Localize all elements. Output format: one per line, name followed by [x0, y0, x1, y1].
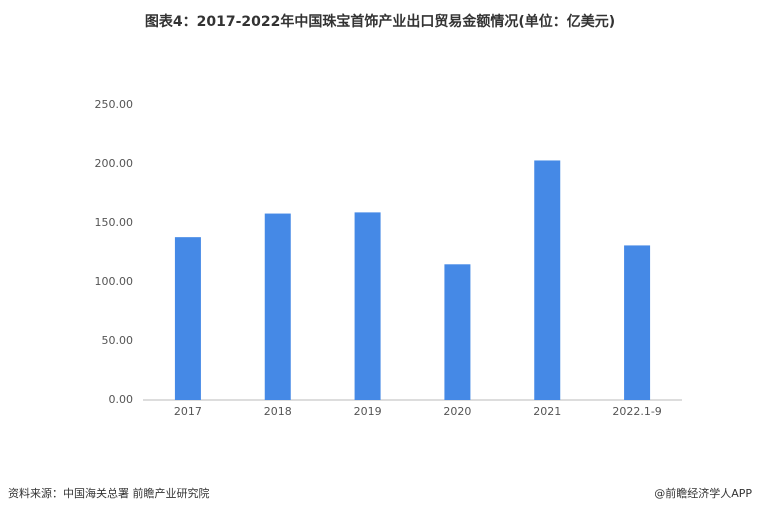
y-tick-label: 150.00 [95, 216, 134, 229]
x-tick-label: 2020 [443, 405, 471, 418]
bar [534, 160, 561, 400]
x-tick-label: 2018 [264, 405, 292, 418]
x-tick-label: 2022.1-9 [612, 405, 661, 418]
chart-title: 图表4：2017-2022年中国珠宝首饰产业出口贸易金额情况(单位：亿美元) [145, 13, 615, 30]
x-tick-label: 2019 [354, 405, 382, 418]
y-tick-label: 0.00 [109, 393, 134, 406]
bar [624, 245, 651, 400]
y-tick-label: 250.00 [95, 98, 134, 111]
x-tick-label: 2021 [533, 405, 561, 418]
bar [354, 212, 381, 400]
credit: @前瞻经济学人APP [654, 486, 752, 500]
y-tick-label: 200.00 [95, 157, 134, 170]
y-tick-label: 100.00 [95, 275, 134, 288]
source: 资料来源：中国海关总署 前瞻产业研究院 [8, 486, 210, 500]
bar [174, 237, 201, 400]
x-tick-label: 2017 [174, 405, 202, 418]
y-tick-label: 50.00 [102, 334, 134, 347]
bar [264, 213, 291, 400]
bar [444, 264, 471, 400]
